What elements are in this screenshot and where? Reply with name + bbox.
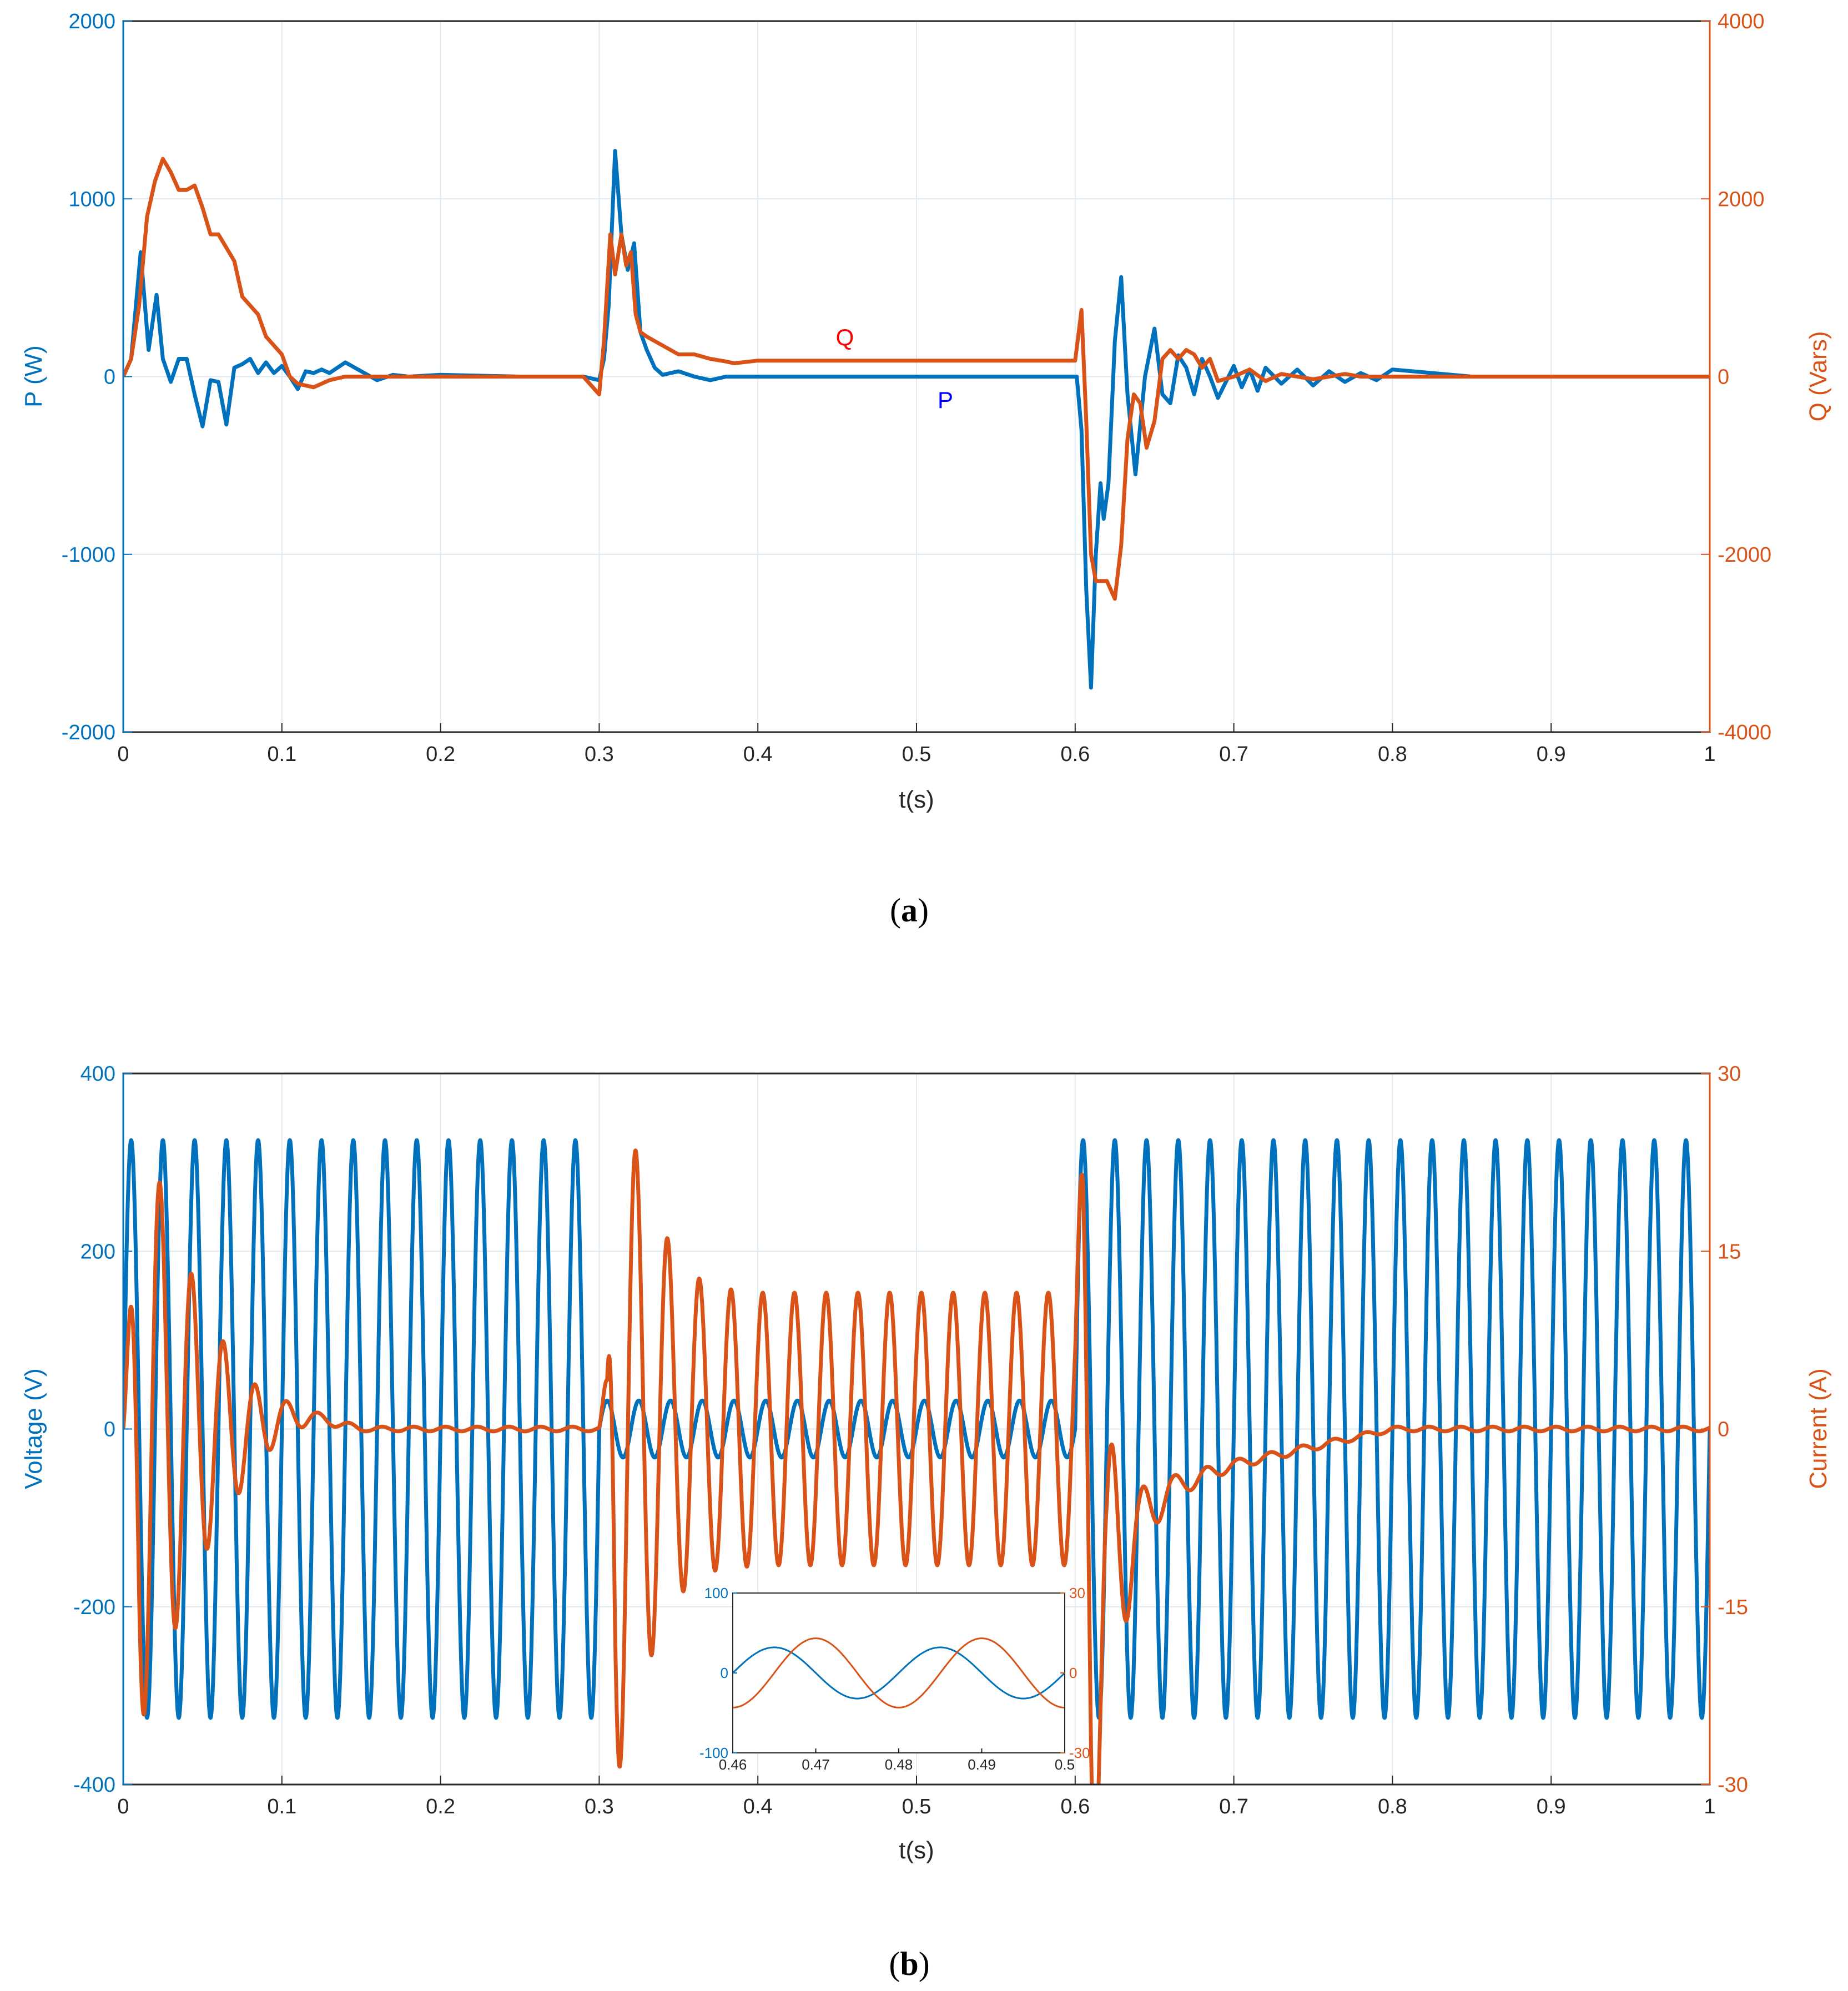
right-tick-label: 4000 — [1718, 10, 1765, 33]
inset-left-tick-label: 0 — [721, 1665, 728, 1681]
annotation-p: P — [938, 387, 953, 413]
panel-a-caption: (a) — [890, 892, 929, 929]
left-tick-label: -200 — [73, 1596, 115, 1619]
left-tick-label: 2000 — [68, 10, 115, 33]
caption-a-letter: a — [901, 892, 918, 929]
x-tick-label: 0.1 — [267, 1795, 296, 1818]
x-tick-label: 0.1 — [267, 743, 296, 766]
right-tick-label: 30 — [1718, 1062, 1741, 1086]
panel-b-right-ticks: 30 15 0 -15 -30 — [1701, 1062, 1748, 1797]
x-tick-label: 0 — [117, 1795, 129, 1818]
x-tick-label: 0.4 — [743, 743, 773, 766]
right-tick-label: -15 — [1718, 1596, 1748, 1619]
caption-b-open: ( — [889, 1945, 900, 1982]
panel-b-left-ticks: 400 200 0 -200 -400 — [73, 1062, 132, 1797]
x-tick-label: 0.9 — [1537, 1795, 1566, 1818]
right-tick-label: -30 — [1718, 1773, 1748, 1797]
x-tick-label: 0.5 — [902, 1795, 931, 1818]
inset-left-tick-label: -100 — [699, 1745, 728, 1761]
panel-b: 0 0.1 0.2 0.3 0.4 0.5 0.6 0.7 0.8 0.9 1 400 200 0 -20… — [20, 1062, 1832, 1982]
right-tick-label: 15 — [1718, 1240, 1741, 1263]
panel-a-right-ticks: 4000 2000 0 -2000 -4000 — [1701, 10, 1771, 744]
left-tick-label: 0 — [104, 1418, 115, 1441]
inset-series — [733, 1637, 1065, 1708]
x-tick-label: 0.2 — [426, 1795, 455, 1818]
panel-a-left-ticks: 2000 1000 0 -1000 -2000 — [62, 10, 132, 744]
right-tick-label: -2000 — [1718, 543, 1771, 567]
x-tick-label: 0.5 — [902, 743, 931, 766]
inset-x-tick-label: 0.46 — [719, 1756, 747, 1773]
x-tick-label: 1 — [1704, 1795, 1715, 1818]
panel-a-ylabel-right: Q (Vars) — [1805, 331, 1832, 422]
panel-a-ylabel-left: P (W) — [20, 345, 47, 407]
right-tick-label: 0 — [1718, 1418, 1729, 1441]
left-tick-label: 200 — [80, 1240, 115, 1263]
left-tick-label: 0 — [104, 366, 115, 389]
caption-b-letter: b — [900, 1945, 918, 1982]
caption-b-close: ) — [919, 1945, 930, 1982]
left-tick-label: -2000 — [62, 721, 115, 744]
right-tick-label: 2000 — [1718, 188, 1765, 211]
inset-right-tick-label: -30 — [1069, 1745, 1090, 1761]
panel-b-series — [123, 1138, 1710, 1785]
panel-a-series — [123, 149, 1710, 690]
x-tick-label: 0.6 — [1060, 743, 1090, 766]
panel-b-xlabel: t(s) — [899, 1837, 934, 1864]
series-p-line — [123, 149, 1710, 690]
series-q-line — [123, 157, 1710, 601]
left-tick-label: -400 — [73, 1773, 115, 1797]
inset-right-tick-label: 0 — [1069, 1665, 1077, 1681]
panel-b-ylabel-left: Voltage (V) — [20, 1368, 47, 1489]
inset-x-tick-label: 0.48 — [885, 1756, 913, 1773]
panel-a-x-ticks: 0 0.1 0.2 0.3 0.4 0.5 0.6 0.7 0.8 0.9 1 — [117, 723, 1716, 766]
panel-b-caption: (b) — [889, 1945, 929, 1982]
x-tick-label: 0.8 — [1378, 1795, 1407, 1818]
inset-series-current-line — [733, 1637, 1065, 1708]
x-tick-label: 0.4 — [743, 1795, 773, 1818]
inset-right-tick-label: 30 — [1069, 1585, 1085, 1601]
inset-left-tick-label: 100 — [704, 1585, 728, 1601]
annotation-q: Q — [836, 324, 854, 350]
panel-a: 0 0.1 0.2 0.3 0.4 0.5 0.6 0.7 0.8 0.9 1 200010000-… — [20, 10, 1832, 929]
x-tick-label: 0.8 — [1378, 743, 1407, 766]
inset-x-tick-label: 0.47 — [802, 1756, 830, 1773]
caption-a-open: ( — [890, 892, 901, 929]
inset-series-voltage-line — [733, 1646, 1065, 1700]
panel-a-xlabel: t(s) — [899, 786, 934, 813]
x-tick-label: 0 — [117, 743, 129, 766]
panel-b-x-ticks: 0 0.1 0.2 0.3 0.4 0.5 0.6 0.7 0.8 0.9 1 — [117, 1776, 1716, 1818]
inset-ticks: 0.46 0.47 0.48 0.49 0.5 100 0 -100 30 0 -30 — [699, 1585, 1090, 1773]
x-tick-label: 0.3 — [585, 743, 614, 766]
x-tick-label: 0.9 — [1537, 743, 1566, 766]
x-tick-label: 0.3 — [585, 1795, 614, 1818]
x-tick-label: 0.7 — [1219, 743, 1248, 766]
right-tick-label: 0 — [1718, 366, 1729, 389]
left-tick-label: 400 — [80, 1062, 115, 1086]
x-tick-label: 0.7 — [1219, 1795, 1248, 1818]
left-tick-label: 1000 — [68, 188, 115, 211]
right-tick-label: -4000 — [1718, 721, 1771, 744]
x-tick-label: 0.6 — [1060, 1795, 1090, 1818]
panel-b-ylabel-right: Current (A) — [1805, 1368, 1832, 1489]
inset-x-tick-label: 0.49 — [968, 1756, 996, 1773]
caption-a-close: ) — [918, 892, 929, 929]
series-current-line — [123, 1148, 1710, 1785]
x-tick-label: 0.2 — [426, 743, 455, 766]
left-tick-label: -1000 — [62, 543, 115, 567]
x-tick-label: 1 — [1704, 743, 1715, 766]
series-voltage-line — [123, 1138, 1710, 1720]
inset-plot: 0.46 0.47 0.48 0.49 0.5 100 0 -100 30 0 -30 — [699, 1585, 1090, 1773]
inset-x-tick-label: 0.5 — [1055, 1756, 1075, 1773]
